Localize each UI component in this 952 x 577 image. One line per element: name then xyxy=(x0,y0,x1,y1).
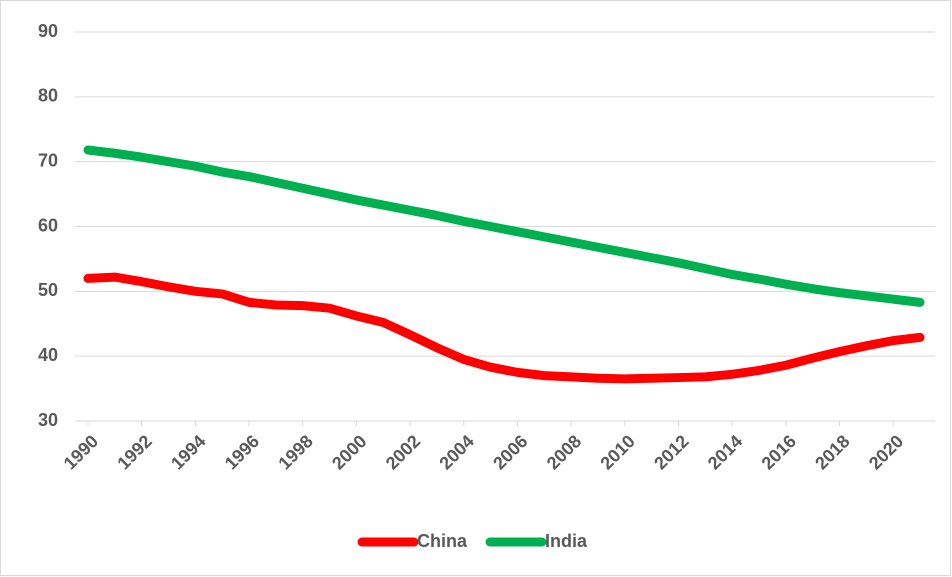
y-tick-label: 70 xyxy=(38,150,58,170)
y-tick-label: 60 xyxy=(38,215,58,235)
series-line xyxy=(83,272,925,384)
series-line xyxy=(83,145,925,307)
y-tick-label: 40 xyxy=(38,345,58,365)
y-tick-label: 30 xyxy=(38,410,58,430)
y-tick-label: 80 xyxy=(38,86,58,106)
legend-label: China xyxy=(417,531,468,551)
y-tick-label: 90 xyxy=(38,21,58,41)
legend: China India xyxy=(357,531,588,551)
y-tick-label: 50 xyxy=(38,280,58,300)
legend-label: India xyxy=(545,531,588,551)
